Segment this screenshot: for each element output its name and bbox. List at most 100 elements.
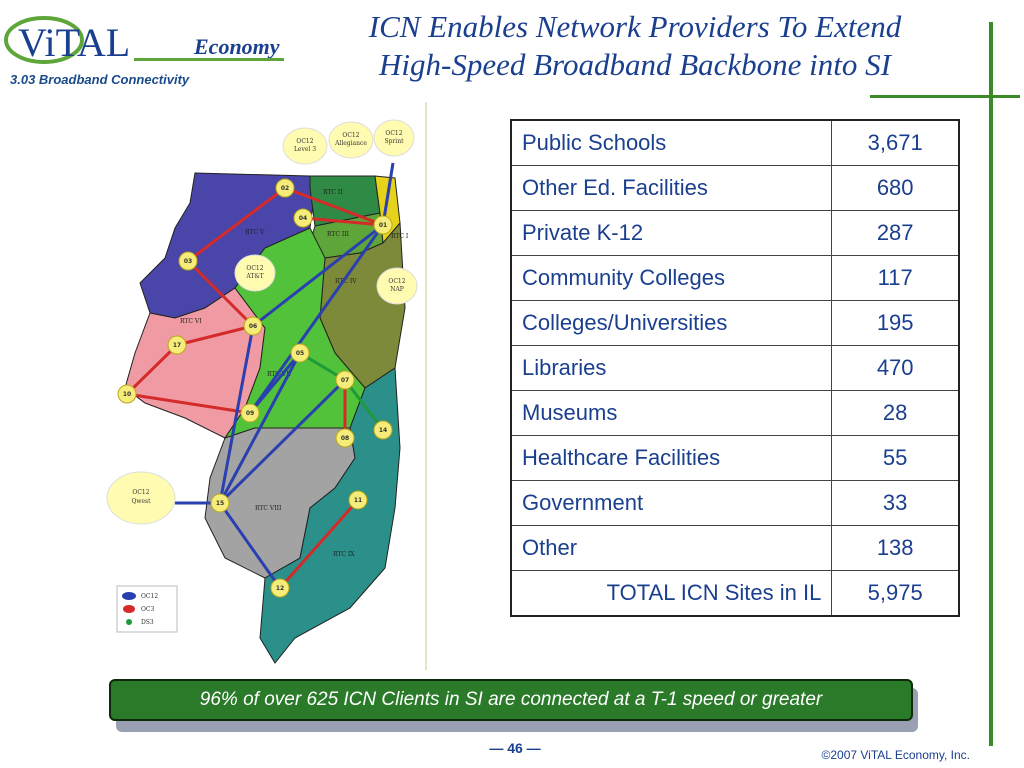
- cloud-oc12-att: OC12 AT&T: [234, 254, 276, 292]
- node-02: 02: [275, 178, 295, 198]
- table-row: Other Ed. Facilities 680: [510, 165, 960, 211]
- cloud-label-line2: Level 3: [294, 146, 316, 153]
- copyright-notice: ©2007 ViTAL Economy, Inc.: [821, 748, 970, 762]
- node-star-icon: [210, 493, 230, 513]
- node-05: 05: [290, 343, 310, 363]
- total-label: TOTAL ICN Sites in IL: [510, 570, 833, 617]
- section-label: 3.03 Broadband Connectivity: [10, 72, 190, 87]
- summary-banner: 96% of over 625 ICN Clients in SI are co…: [109, 679, 913, 721]
- cloud-label-line2: NAP: [390, 286, 404, 293]
- table-row: Community Colleges 117: [510, 255, 960, 301]
- legend-oc3-swatch: [123, 605, 135, 613]
- node-star-icon: [275, 178, 295, 198]
- page-number: — 46 —: [489, 740, 541, 756]
- node-08: 08: [335, 428, 355, 448]
- node-label: 05: [296, 350, 304, 357]
- header-rule: [870, 95, 1020, 98]
- cloud-label-line2: Allegiance: [334, 140, 367, 147]
- cloud-oc12-allegiance: OC12 Allegiance: [328, 121, 374, 159]
- node-14: 14: [373, 420, 393, 440]
- node-label: 12: [276, 585, 284, 592]
- logo-underline: [134, 58, 284, 61]
- node-star-icon: [240, 403, 260, 423]
- cloud-oc12-sprint: OC12 Sprint: [373, 119, 415, 157]
- right-divider: [989, 22, 993, 746]
- legend-oc12-swatch: [122, 592, 136, 600]
- link-oc3: [176, 324, 254, 347]
- row-label: Other: [510, 525, 833, 571]
- node-star-icon: [373, 420, 393, 440]
- region-label-rtc-vii: RTC VII: [267, 371, 292, 378]
- table-row: Private K-12 287: [510, 210, 960, 256]
- row-value: 117: [831, 255, 960, 301]
- link-oc12: [381, 162, 395, 226]
- node-label: 11: [354, 497, 362, 504]
- node-star-icon: [270, 578, 290, 598]
- row-value: 138: [831, 525, 960, 571]
- title-line-1: ICN Enables Network Providers To Extend: [368, 9, 902, 44]
- node-star-icon: [167, 335, 187, 355]
- cloud-shape: [234, 254, 276, 292]
- logo-subword: Economy: [193, 34, 280, 59]
- region-label-rtc-iv: RTC IV: [335, 278, 357, 285]
- node-label: 10: [123, 391, 131, 398]
- cloud-shape: [328, 121, 374, 159]
- node-label: 08: [341, 435, 349, 442]
- link-oc12: [252, 223, 384, 328]
- title-line-2: High-Speed Broadband Backbone into SI: [379, 47, 891, 82]
- row-value: 33: [831, 480, 960, 526]
- node-star-icon: [243, 316, 263, 336]
- node-01: 01: [373, 215, 393, 235]
- node-04: 04: [293, 208, 313, 228]
- total-value: 5,975: [831, 570, 960, 617]
- region-label-rtc-vi: RTC VI: [180, 318, 202, 325]
- link-oc12: [248, 352, 302, 414]
- row-value: 3,671: [831, 119, 960, 166]
- row-value: 195: [831, 300, 960, 346]
- cloud-label-line1: OC12: [342, 132, 359, 139]
- icn-sites-table: Public Schools 3,671 Other Ed. Facilities 6…: [510, 119, 960, 617]
- link-oc12: [248, 224, 385, 414]
- node-star-icon: [335, 428, 355, 448]
- region-label-rtc-i: RTC I: [391, 233, 409, 240]
- row-label: Government: [510, 480, 833, 526]
- link-oc3: [302, 216, 384, 227]
- link-ds3: [343, 379, 385, 431]
- row-value: 28: [831, 390, 960, 436]
- table-total-row: TOTAL ICN Sites in IL 5,975: [510, 570, 960, 617]
- legend-ds3-label: DS3: [141, 619, 154, 626]
- region-label-rtc-iii: RTC III: [327, 231, 350, 238]
- node-06: 06: [243, 316, 263, 336]
- cloud-label-line1: OC12: [246, 265, 263, 272]
- link-oc12: [218, 325, 255, 504]
- row-value: 55: [831, 435, 960, 481]
- link-oc3: [278, 499, 360, 589]
- cloud-label-line1: OC12: [388, 278, 405, 285]
- node-12: 12: [270, 578, 290, 598]
- node-label: 15: [216, 500, 224, 507]
- row-label: Healthcare Facilities: [510, 435, 833, 481]
- table-body: Public Schools 3,671 Other Ed. Facilities 6…: [510, 119, 960, 617]
- map-legend: OC12 OC3 DS3: [116, 585, 178, 633]
- region-label-rtc-viii: RTC VIII: [255, 505, 282, 512]
- table-row: Colleges/Universities 195: [510, 300, 960, 346]
- row-value: 470: [831, 345, 960, 391]
- node-star-icon: [290, 343, 310, 363]
- node-star-icon: [117, 384, 137, 404]
- cloud-shape: [373, 119, 415, 157]
- node-label: 01: [379, 222, 387, 229]
- table-row: Healthcare Facilities 55: [510, 435, 960, 481]
- node-star-icon: [348, 490, 368, 510]
- legend-oc3-label: OC3: [141, 606, 155, 613]
- cloud-label-line2: Sprint: [384, 138, 404, 145]
- row-value: 680: [831, 165, 960, 211]
- link-oc3: [126, 392, 251, 415]
- node-03: 03: [178, 251, 198, 271]
- link-oc3: [284, 186, 384, 227]
- cloud-oc12-nap: OC12 NAP: [376, 267, 418, 305]
- vital-economy-logo: ViTAL Economy: [4, 16, 284, 65]
- node-label: 17: [173, 342, 181, 349]
- node-star-icon: [373, 215, 393, 235]
- banner-text: 96% of over 625 ICN Clients in SI are co…: [199, 689, 823, 710]
- row-value: 287: [831, 210, 960, 256]
